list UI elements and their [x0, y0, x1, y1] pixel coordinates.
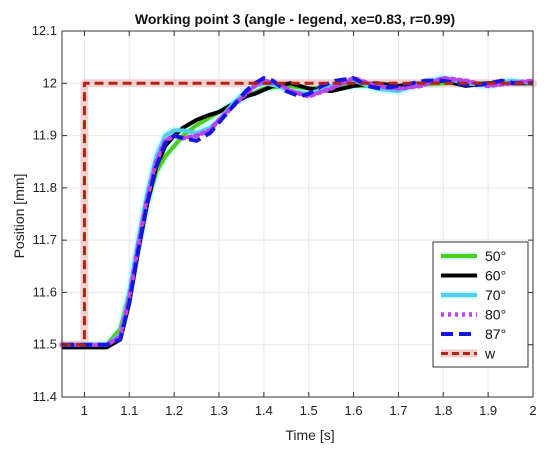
x-tick-label: 1.9 [479, 403, 497, 418]
x-tick-label: 1.8 [434, 403, 452, 418]
legend-label: 80° [485, 307, 506, 323]
x-axis-label: Time [s] [285, 427, 334, 443]
x-tick-label: 1 [81, 403, 88, 418]
legend-label: w [484, 346, 496, 362]
x-tick-label: 1.4 [255, 403, 273, 418]
legend-label: 70° [485, 287, 506, 303]
y-axis-label: Position [mm] [11, 174, 27, 259]
x-tick-label: 2 [529, 403, 536, 418]
series-group [58, 74, 537, 350]
legend-label: 50° [485, 248, 506, 264]
y-tick-label: 12 [43, 75, 57, 90]
series-line-4 [62, 76, 533, 347]
y-tick-label: 11.8 [33, 180, 57, 195]
legend-label: 60° [485, 268, 506, 284]
x-tick-label: 1.2 [165, 403, 183, 418]
x-tick-label: 1.6 [345, 403, 363, 418]
legend: 50° 60° 70° 80° 87° w [432, 241, 529, 368]
plot-frame [61, 30, 534, 398]
y-tick-label: 11.9 [33, 128, 57, 143]
legend-box [432, 241, 529, 368]
y-tick-label: 11.4 [33, 389, 57, 404]
series-line-5 [62, 81, 533, 347]
x-tick-label: 1.3 [210, 403, 228, 418]
axes [61, 30, 534, 398]
y-tick-label: 11.7 [33, 232, 57, 247]
y-tick-label: 11.6 [33, 284, 57, 299]
legend-label: 87° [485, 326, 506, 342]
chart-title: Working point 3 (angle - legend, xe=0.83… [135, 11, 455, 27]
x-tick-label: 1.7 [389, 403, 407, 418]
y-tick-label: 12.1 [32, 23, 57, 38]
tick-labels: 1 1.1 1.2 1.3 1.4 1.5 1.6 1.7 1.8 1.9 2 11.4 11.5 11.… [32, 23, 537, 418]
x-tick-label: 1.5 [300, 403, 318, 418]
x-tick-label: 1.1 [120, 403, 138, 418]
y-tick-label: 11.5 [33, 337, 57, 352]
